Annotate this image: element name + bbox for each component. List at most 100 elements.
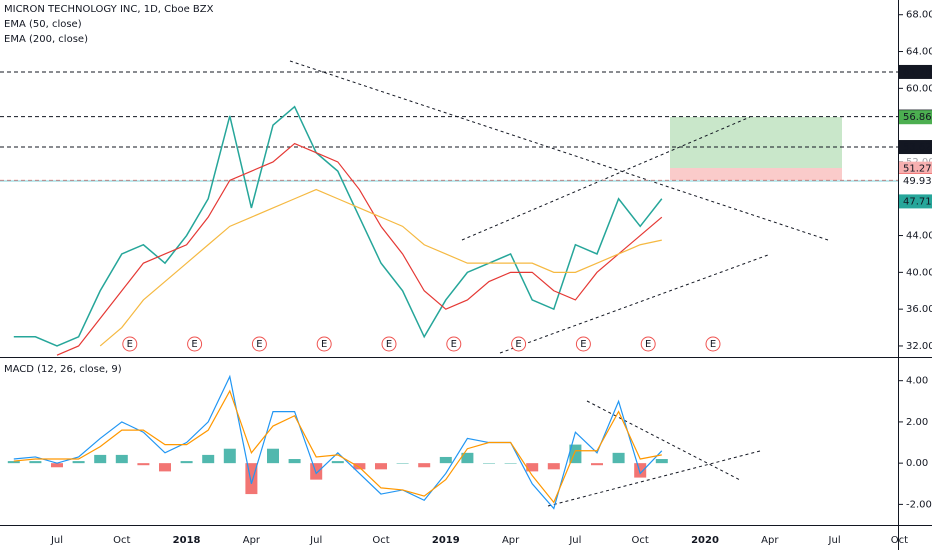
earnings-label: E (127, 339, 133, 350)
histogram-bar (396, 463, 409, 464)
histogram-bar (310, 463, 323, 480)
histogram-bar (159, 463, 171, 472)
histogram-bar (180, 461, 193, 464)
earnings-label: E (191, 339, 197, 350)
histogram-bar (612, 452, 625, 464)
histogram-bar (29, 461, 42, 464)
histogram-bar (267, 448, 279, 464)
x-tick-label: 2018 (173, 535, 201, 546)
y-tick-label: 40.00 (906, 267, 932, 278)
price-tag (899, 173, 932, 188)
x-tick-label: 2019 (432, 535, 460, 546)
histogram-bar (331, 461, 344, 464)
histogram-bar (526, 463, 539, 472)
price-tag (899, 110, 932, 125)
histogram-bar (72, 461, 85, 464)
series-line (13, 389, 662, 504)
earnings-icon (511, 336, 527, 352)
series-line (99, 188, 662, 347)
y-tick-label: 68.00 (906, 10, 932, 21)
y-tick-label: 44.00 (906, 231, 932, 242)
histogram-bar (115, 454, 128, 464)
trend-line (289, 60, 829, 241)
y-tick-label: 32.00 (906, 341, 932, 352)
y-tick-label: 4.00 (906, 376, 928, 387)
x-tick-label: Jul (50, 535, 63, 546)
histogram-bar (202, 454, 215, 464)
earnings-icon (575, 336, 591, 352)
price-tag-label: 56.86 (903, 112, 932, 123)
y-tick-label: 36.00 (906, 304, 932, 315)
earnings-icon (705, 336, 721, 352)
y-tick-label: -2.00 (906, 499, 932, 510)
x-tick-label: Oct (632, 535, 649, 546)
price-tag (899, 161, 932, 176)
earnings-icon (187, 336, 203, 352)
x-tick-label: Apr (243, 535, 261, 546)
indicator-label: EMA (50, close) (4, 19, 82, 30)
price-tag (899, 140, 932, 155)
y-tick-label: 0.00 (906, 458, 928, 469)
price-tag-label: 51.27 (903, 164, 932, 175)
earnings-icon (446, 336, 462, 352)
earnings-label: E (321, 339, 327, 350)
price-tag-label: 61.78 (903, 67, 932, 78)
price-tag-label: 47.71 (903, 196, 932, 207)
x-tick-label: Apr (761, 535, 779, 546)
series-line (13, 105, 663, 347)
x-tick-label: Oct (113, 535, 130, 546)
macd-drawings (547, 400, 761, 507)
histogram-bar (547, 463, 560, 470)
x-tick-label: Apr (502, 535, 520, 546)
histogram-bar (7, 461, 20, 464)
x-tick-label: Jul (568, 535, 581, 546)
histogram-bar (504, 463, 517, 464)
trend-line (547, 450, 761, 507)
earnings-label: E (515, 339, 521, 350)
price-tag-label: 53.62 (903, 142, 932, 153)
earnings-label: E (710, 339, 716, 350)
price-tag-label: 49.93 (903, 176, 932, 187)
earnings-icon (640, 336, 656, 352)
histogram-bar (418, 463, 431, 468)
earnings-label: E (451, 339, 457, 350)
histogram-bar (655, 459, 668, 464)
x-tick-label: Oct (372, 535, 389, 546)
histogram-bar (439, 456, 452, 464)
histogram-bar (223, 448, 236, 464)
y-tick-label: 60.00 (906, 83, 932, 94)
histogram-bar (51, 463, 63, 468)
pane (7, 374, 668, 510)
earnings-icon (251, 336, 267, 352)
histogram-bar (137, 463, 150, 466)
trend-line (586, 400, 741, 481)
histogram-bar (375, 463, 387, 470)
histogram-bar (591, 463, 603, 466)
histogram-bar (461, 452, 474, 464)
macd-title: MACD (12, 26, close, 9) (4, 364, 122, 375)
earnings-icon (381, 336, 397, 352)
histogram-bar (288, 459, 301, 464)
histogram-bar (634, 463, 647, 478)
x-tick-label: Oct (891, 535, 908, 546)
target-zone (670, 117, 842, 168)
earnings-icon (316, 336, 332, 352)
x-tick-label: Jul (309, 535, 322, 546)
histogram-bar (483, 463, 495, 464)
x-tick-label: Jul (828, 535, 841, 546)
earnings-label: E (580, 339, 586, 350)
price-tag (899, 64, 932, 79)
price-tag (899, 194, 932, 209)
series-line (56, 142, 663, 356)
indicator-label: EMA (200, close) (4, 34, 88, 45)
x-tick-label: 2020 (691, 535, 719, 546)
earnings-label: E (256, 339, 262, 350)
earnings-label: E (645, 339, 651, 350)
earnings-icon (122, 336, 138, 352)
drawings (289, 60, 842, 354)
stop-zone (670, 168, 842, 180)
histogram-bar (353, 463, 366, 470)
chart-title: MICRON TECHNOLOGY INC, 1D, Cboe BZX (4, 4, 214, 15)
